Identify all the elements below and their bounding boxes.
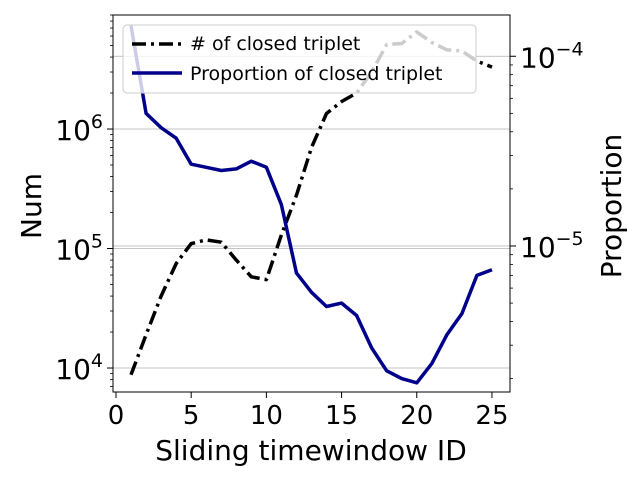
legend-box [122, 24, 477, 94]
x-tick-label: 0 [108, 401, 125, 431]
y2-axis-label: Proportion [595, 134, 628, 278]
x-axis: 0 5 10 15 20 25 [108, 392, 509, 431]
y2-tick-label: 10−4 [520, 38, 584, 74]
x-tick-label: 25 [475, 401, 508, 431]
x-tick-label: 20 [400, 401, 433, 431]
y-tick-label: 105 [55, 231, 103, 267]
plot-frame [112, 14, 511, 393]
y-axis-right: 10−5 10−4 [510, 38, 584, 380]
x-tick-label: 5 [183, 401, 200, 431]
y-axis-label: Num [15, 173, 48, 239]
grid-lines [113, 55, 510, 369]
y-tick-label: 104 [55, 350, 103, 386]
y-tick-label: 106 [55, 111, 103, 147]
x-tick-label: 10 [250, 401, 283, 431]
legend: # of closed triplet Proportion of closed… [122, 24, 477, 94]
x-tick-label: 15 [325, 401, 358, 431]
legend-label-proportion: Proportion of closed triplet [190, 63, 442, 85]
y2-tick-label: 10−5 [520, 228, 584, 264]
y-axis-left: 104 105 106 [55, 14, 113, 387]
x-axis-label: Sliding timewindow ID [155, 434, 467, 467]
legend-label-closed-triplet: # of closed triplet [190, 33, 360, 55]
